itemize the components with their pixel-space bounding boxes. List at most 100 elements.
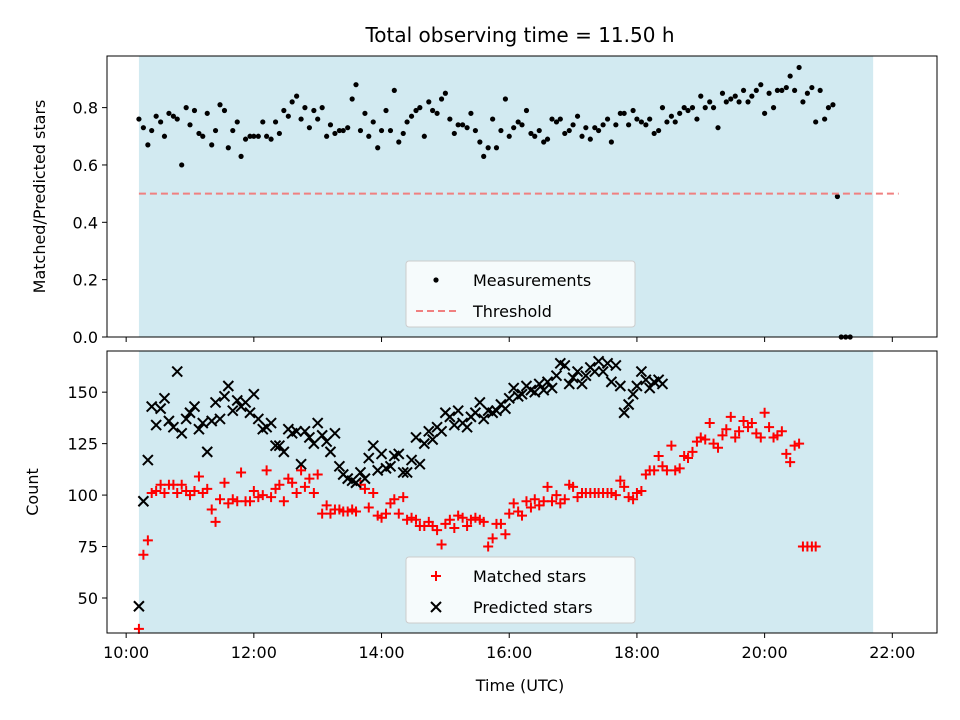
matched-star-point — [312, 469, 323, 480]
legend-marker — [433, 277, 439, 283]
matched-star-point — [631, 488, 642, 499]
measurement-point — [825, 105, 832, 111]
matched-star-point — [521, 496, 532, 507]
predicted-star-point — [311, 417, 324, 429]
predicted-star-point — [656, 378, 669, 390]
measurement-point — [204, 110, 210, 116]
measurement-point — [272, 119, 279, 125]
matched-star-point — [730, 432, 741, 443]
measurement-point — [149, 127, 155, 134]
measurement-point — [434, 110, 440, 116]
measurement-point — [430, 107, 436, 114]
y-tick-label: 0.8 — [73, 99, 98, 118]
matched-star-point — [717, 430, 728, 441]
measurement-point — [774, 87, 780, 94]
matched-star-point — [794, 438, 805, 449]
measurement-point — [694, 116, 700, 122]
predicted-star-point — [533, 378, 545, 390]
measurement-point — [638, 119, 644, 125]
matched-star-point — [236, 467, 247, 478]
predicted-star-point — [133, 600, 145, 612]
predicted-star-point — [635, 365, 648, 378]
matched-star-point — [542, 481, 553, 492]
matched-star-point — [308, 488, 319, 499]
measurement-point — [608, 139, 614, 145]
matched-star-point — [551, 490, 562, 501]
predicted-star-point — [640, 374, 652, 386]
measurement-point — [375, 145, 381, 151]
measurement-point — [664, 119, 670, 125]
top-panel: 0.0 0.2 0.4 0.6 0.8 Matched/Predicted stars Me… — [30, 55, 938, 347]
measurement-point — [217, 102, 223, 108]
matched-star-point — [755, 432, 766, 443]
measurement-point — [472, 127, 478, 134]
legend-label: Matched stars — [473, 567, 586, 586]
y-tick-label: 0.0 — [73, 328, 98, 347]
matched-star-point — [487, 533, 498, 544]
series-matched-stars — [133, 407, 821, 634]
y-tick-label: 75 — [78, 538, 98, 557]
predicted-star-point — [423, 425, 435, 437]
x-tick-label: 18:00 — [614, 643, 660, 662]
predicted-star-point — [295, 458, 307, 470]
legend: Matched stars Predicted stars — [405, 556, 636, 624]
matched-star-point — [721, 424, 732, 435]
measurement-point — [745, 99, 751, 105]
measurement-point — [349, 96, 355, 102]
measurement-point — [221, 107, 228, 114]
matched-star-point — [411, 514, 422, 525]
matched-star-point — [789, 440, 800, 451]
predicted-star-point — [324, 446, 337, 458]
matched-star-point — [402, 514, 413, 525]
matched-star-point — [759, 407, 770, 418]
measurement-point — [634, 116, 640, 122]
measurement-point — [477, 139, 483, 145]
measurement-point — [659, 105, 666, 111]
measurement-point — [442, 90, 448, 96]
predicted-star-point — [516, 388, 528, 400]
predicted-star-point — [384, 460, 397, 472]
predicted-star-point — [265, 417, 277, 429]
measurement-point — [387, 127, 394, 134]
measurement-point — [247, 133, 253, 139]
measurement-point — [830, 102, 836, 108]
measurement-point — [158, 119, 164, 125]
matched-star-point — [257, 490, 268, 501]
measurement-point — [260, 119, 266, 125]
measurement-point — [617, 110, 623, 116]
y-tick-label: 125 — [67, 435, 98, 454]
matched-star-point — [547, 496, 558, 507]
measurement-point — [174, 116, 180, 122]
measurement-point — [822, 116, 828, 122]
measurement-point — [327, 122, 334, 128]
measurement-point — [383, 107, 389, 114]
measurement-point — [366, 133, 372, 139]
measurement-point — [447, 116, 453, 122]
matched-star-point — [393, 508, 404, 519]
measurement-point — [647, 116, 653, 122]
predicted-star-point — [414, 458, 426, 470]
measurement-point — [302, 105, 308, 111]
predicted-star-point — [426, 433, 439, 446]
predicted-star-point — [563, 378, 575, 390]
measurement-point — [268, 136, 274, 142]
measurement-point — [749, 93, 755, 99]
measurement-point — [715, 125, 721, 131]
matched-star-point — [623, 492, 634, 503]
measurement-point — [651, 130, 657, 137]
matched-star-point — [653, 450, 664, 461]
matched-star-point — [615, 475, 626, 486]
predicted-star-point — [218, 390, 231, 402]
matched-star-point — [151, 485, 162, 496]
matched-star-point — [359, 483, 370, 494]
measurement-point — [378, 127, 385, 134]
matched-star-point — [810, 541, 821, 552]
matched-star-point — [764, 422, 775, 433]
matched-star-point — [470, 512, 481, 523]
measurement-point — [544, 136, 551, 142]
predicted-star-point — [197, 417, 209, 429]
predicted-star-point — [618, 407, 630, 419]
predicted-star-point — [222, 380, 235, 392]
matched-star-point — [381, 508, 392, 519]
measurement-point — [481, 153, 487, 159]
